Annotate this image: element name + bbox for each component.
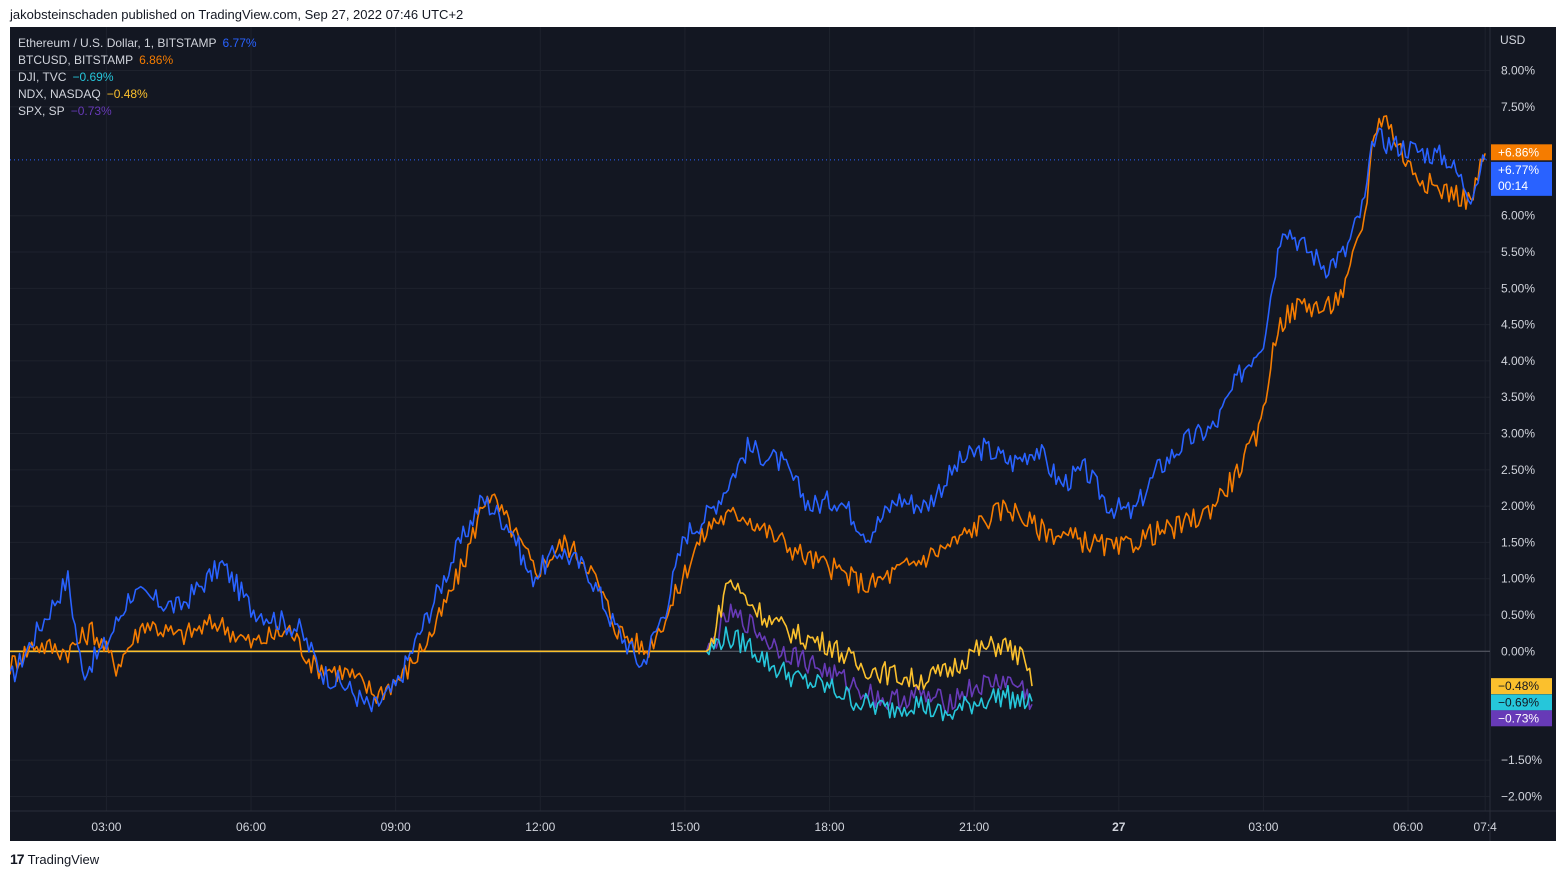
y-tick-label: 4.00% (1501, 354, 1535, 368)
legend-item-2[interactable]: DJI, TVC −0.69% (18, 69, 257, 86)
badge-spx-bg (1491, 710, 1552, 727)
badge-dji-text: −0.69% (1498, 695, 1539, 709)
legend-series-value: 6.86% (139, 53, 174, 67)
x-tick-label: 12:00 (525, 820, 555, 834)
badge-btc-text: +6.86% (1498, 145, 1539, 159)
footer: 17 TradingView (10, 851, 99, 867)
badge-eth-bg (1491, 161, 1552, 196)
series-line-3 (10, 579, 1033, 691)
badge-eth-sub: 00:14 (1498, 179, 1528, 193)
series-line-1 (10, 115, 1486, 704)
y-tick-label: 1.00% (1501, 572, 1535, 586)
y-tick-label: 3.50% (1501, 390, 1535, 404)
series-line-4 (10, 603, 1033, 714)
series-line-2 (10, 626, 1033, 722)
y-tick-label: 2.50% (1501, 463, 1535, 477)
legend-series-value: −0.48% (106, 87, 148, 101)
x-tick-label: 27 (1112, 820, 1126, 834)
y-tick-label: 5.00% (1501, 281, 1535, 295)
badge-ndx-text: −0.48% (1498, 679, 1539, 693)
legend-item-4[interactable]: SPX, SP −0.73% (18, 103, 257, 120)
badge-btc-bg (1491, 144, 1552, 161)
x-tick-label: 21:00 (959, 820, 989, 834)
legend-series-name: BTCUSD, BITSTAMP (18, 53, 134, 67)
x-tick-label: 07:4 (1473, 820, 1497, 834)
y-tick-label: −2.00% (1501, 789, 1542, 803)
y-tick-label: 4.50% (1501, 318, 1535, 332)
legend-item-0[interactable]: Ethereum / U.S. Dollar, 1, BITSTAMP 6.77% (18, 35, 257, 52)
x-tick-label: 03:00 (1248, 820, 1278, 834)
legend-item-1[interactable]: BTCUSD, BITSTAMP 6.86% (18, 52, 257, 69)
tradingview-logo-icon: 17 (10, 851, 25, 867)
published-caption: jakobsteinschaden published on TradingVi… (10, 7, 464, 22)
x-tick-label: 06:00 (1393, 820, 1423, 834)
x-tick-label: 15:00 (670, 820, 700, 834)
legend: Ethereum / U.S. Dollar, 1, BITSTAMP 6.77%… (18, 35, 257, 120)
chart-area[interactable]: USD 8.00% 7.50% 6.00% 5.50% 5.00% 4.50% 4.00% 3.… (10, 27, 1556, 841)
y-tick-label: 2.00% (1501, 499, 1535, 513)
legend-series-value: −0.69% (72, 70, 114, 84)
y-tick-label: 0.50% (1501, 608, 1535, 622)
badge-ndx-bg (1491, 678, 1552, 695)
y-tick-label: 7.50% (1501, 100, 1535, 114)
x-tick-label: 06:00 (236, 820, 266, 834)
y-tick-label: 1.50% (1501, 535, 1535, 549)
y-tick-label: 6.00% (1501, 209, 1535, 223)
legend-series-name: Ethereum / U.S. Dollar, 1, BITSTAMP (18, 36, 217, 50)
legend-series-name: SPX, SP (18, 104, 65, 118)
x-tick-label: 09:00 (381, 820, 411, 834)
y-tick-label: −1.50% (1501, 753, 1542, 767)
chart-svg[interactable]: USD 8.00% 7.50% 6.00% 5.50% 5.00% 4.50% 4.00% 3.… (10, 27, 1556, 841)
footer-brand: TradingView (27, 851, 100, 867)
series-line-0 (10, 127, 1486, 713)
legend-series-name: DJI, TVC (18, 70, 67, 84)
badge-dji-bg (1491, 694, 1552, 711)
legend-series-value: 6.77% (222, 36, 257, 50)
badge-eth-text: +6.77% (1498, 163, 1539, 177)
y-tick-label: 8.00% (1501, 64, 1535, 78)
y-tick-label: 0.00% (1501, 644, 1535, 658)
x-tick-label: 03:00 (91, 820, 121, 834)
badge-spx-text: −0.73% (1498, 711, 1539, 725)
y-tick-label: 3.00% (1501, 427, 1535, 441)
legend-series-name: NDX, NASDAQ (18, 87, 101, 101)
legend-series-value: −0.73% (70, 104, 112, 118)
y-tick-label: 5.50% (1501, 245, 1535, 259)
y-axis-unit: USD (1500, 33, 1526, 47)
x-tick-label: 18:00 (815, 820, 845, 834)
legend-item-3[interactable]: NDX, NASDAQ −0.48% (18, 86, 257, 103)
